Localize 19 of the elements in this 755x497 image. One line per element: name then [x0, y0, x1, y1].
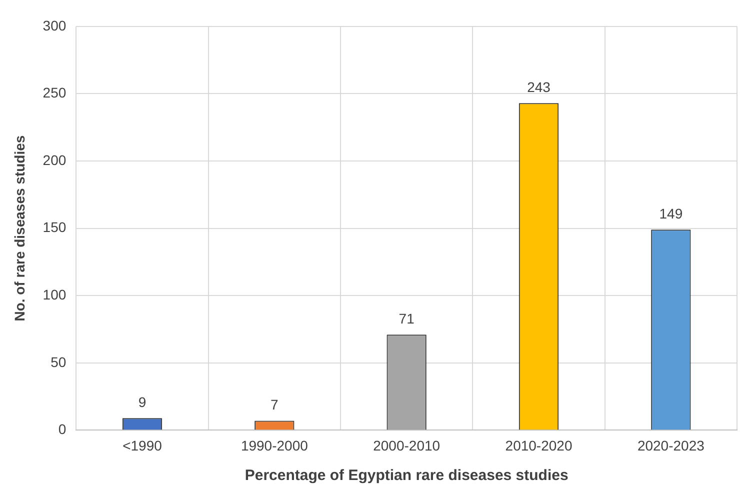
data-label: 243: [527, 78, 551, 95]
data-label: 71: [398, 310, 415, 326]
x-tick-label: 2010-2020: [505, 437, 572, 454]
y-tick-label: 150: [42, 219, 66, 236]
x-axis-title: Percentage of Egyptian rare diseases studies: [244, 467, 568, 484]
data-label: 9: [138, 394, 146, 410]
y-tick-label: 300: [42, 17, 66, 34]
y-axis-title: No. of rare diseases studies: [11, 135, 28, 322]
x-tick-label: 2020-2023: [637, 437, 705, 454]
y-tick-label: 250: [42, 84, 66, 101]
y-tick-label: 0: [58, 421, 66, 438]
x-tick-label: <1990: [122, 437, 162, 454]
y-tick-label: 200: [42, 152, 66, 168]
data-label: 7: [270, 396, 279, 413]
x-tick-label: 2000-2010: [373, 437, 440, 454]
data-label: 149: [659, 206, 683, 222]
y-tick-label: 50: [50, 354, 66, 370]
x-tick-label: 1990-2000: [240, 437, 308, 454]
y-tick-label: 100: [42, 286, 66, 302]
